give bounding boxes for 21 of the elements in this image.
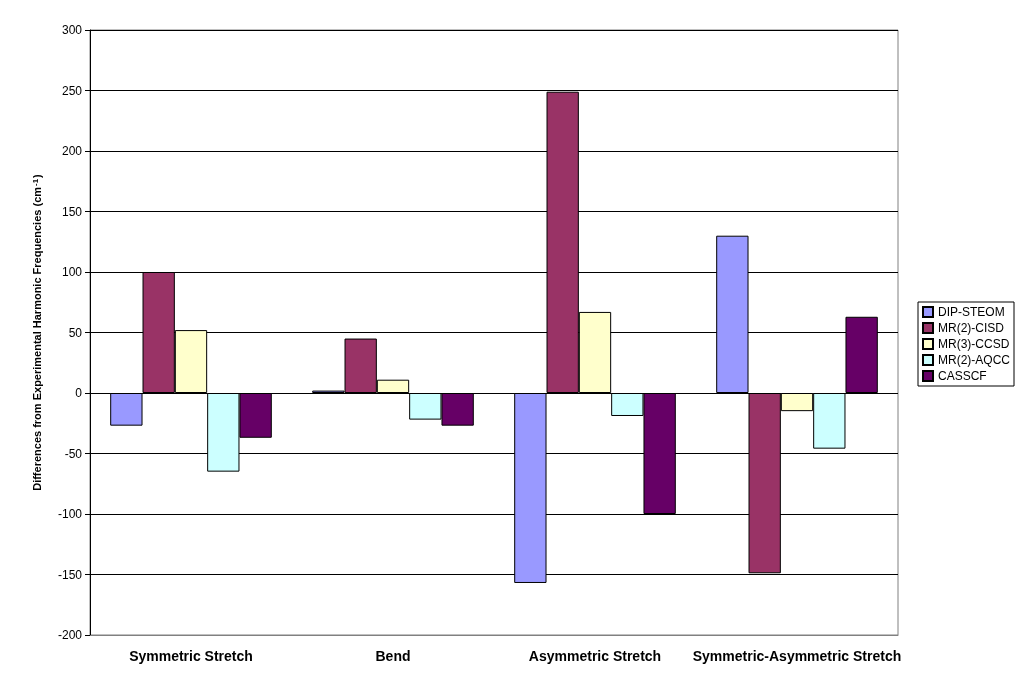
x-tick-label: Bend [375,648,411,664]
legend-label: MR(2)-CISD [938,321,1005,335]
legend-label: DIP-STEOM [938,305,1005,319]
x-tick-label: Symmetric-Asymmetric Stretch [692,648,902,664]
legend-label: CASSCF [938,369,987,383]
y-axis-title: Differences from Experimental Harmonic Frequencies (cm-1) [30,173,43,491]
y-tick-label: -200 [57,628,83,642]
y-tick-label: 0 [75,386,83,400]
y-tick-label: 200 [61,144,83,158]
y-tick-label: 100 [61,265,83,279]
legend-label: MR(3)-CCSD [938,337,1010,351]
y-tick-label: 150 [61,204,83,219]
y-tick-label: 250 [61,83,83,98]
y-tick-label: -100 [57,507,83,521]
y-tick-label: -50 [64,446,83,461]
x-tick-label: Asymmetric Stretch [528,648,662,664]
legend-label: MR(2)-AQCC [938,353,1011,367]
y-tick-label: -150 [57,567,83,582]
y-tick-label: 300 [61,23,83,37]
x-tick-label: Symmetric Stretch [129,648,253,664]
y-tick-label: 50 [68,325,83,340]
